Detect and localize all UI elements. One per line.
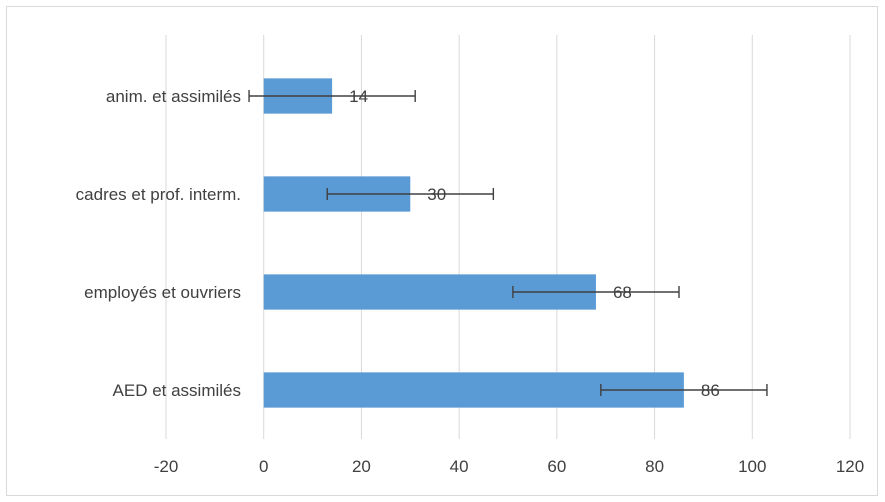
data-label: 14 xyxy=(349,87,368,106)
x-tick-label: 40 xyxy=(450,457,469,476)
x-tick-label: 60 xyxy=(547,457,566,476)
data-label: 30 xyxy=(427,185,446,204)
x-tick-label: 120 xyxy=(836,457,864,476)
bar-chart: 14 30 68 86 anim. et assimilés cadres et pro… xyxy=(76,35,864,476)
data-labels: 14 30 68 86 xyxy=(349,87,720,400)
bars xyxy=(263,78,684,408)
x-tick-label: 80 xyxy=(645,457,664,476)
x-axis-tick-labels: -20 0 20 40 60 80 100 120 xyxy=(154,457,864,476)
chart-frame: 14 30 68 86 anim. et assimilés cadres et pro… xyxy=(6,6,878,496)
error-bar xyxy=(326,188,495,200)
x-tick-label: -20 xyxy=(154,457,179,476)
x-tick-label: 0 xyxy=(259,457,268,476)
error-bar xyxy=(600,384,768,396)
category-label: anim. et assimilés xyxy=(106,87,241,106)
data-label: 86 xyxy=(701,381,720,400)
error-bar xyxy=(248,90,416,102)
category-label: cadres et prof. interm. xyxy=(76,185,241,204)
category-label: AED et assimilés xyxy=(113,381,241,400)
data-label: 68 xyxy=(613,283,632,302)
error-bars xyxy=(248,90,768,396)
x-tick-label: 100 xyxy=(738,457,766,476)
error-bar xyxy=(512,286,680,298)
x-tick-label: 20 xyxy=(352,457,371,476)
category-label: employés et ouvriers xyxy=(84,283,241,302)
category-labels: anim. et assimilés cadres et prof. interm… xyxy=(76,87,241,400)
